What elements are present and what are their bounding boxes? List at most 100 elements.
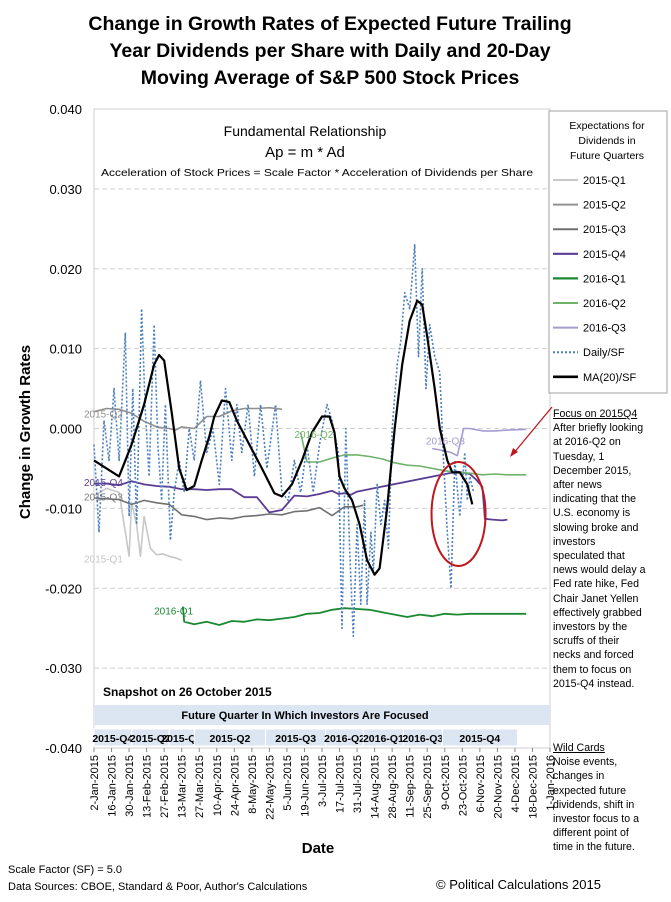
series-line-2016-q2 (299, 432, 527, 476)
chart-title: Change in Growth Rates of Expected Futur… (88, 13, 571, 89)
focus-note-line: 2015-Q4 instead. (553, 677, 635, 690)
legend-label: 2015-Q2 (583, 200, 626, 212)
x-tick-label: 6-Nov-2015 (475, 755, 487, 812)
focus-note-line: scruffs of their (553, 635, 620, 648)
quarter-segment (441, 728, 518, 747)
y-axis-label: Change in Growth Rates (17, 345, 34, 519)
highlight-ellipse (430, 460, 487, 567)
focus-note-line: Chair Janet Yellen (553, 592, 639, 605)
legend-title-line-2: Dividends in (578, 135, 635, 147)
wild-cards-line: time in the future. (553, 841, 635, 854)
series-inline-label: 2016-Q2 (294, 430, 333, 441)
x-tick-label: 13-Feb-2015 (142, 755, 154, 818)
series-inline-label: 2015-Q1 (84, 555, 123, 566)
y-tick-label: 0.030 (49, 182, 82, 197)
series-line-2015-q4 (94, 470, 508, 522)
wild-cards-line: dividends, shift in (553, 798, 635, 811)
y-tick-label: 0.010 (49, 342, 82, 357)
x-tick-label: 27-Feb-2015 (159, 755, 171, 818)
x-tick-label: 9-Oct-2015 (440, 755, 452, 810)
y-tick-label: 0.020 (49, 262, 82, 277)
x-axis-label: Date (302, 840, 335, 857)
x-tick-label: 25-Sep-2015 (422, 755, 434, 819)
chart-title-line-2: Year Dividends per Share with Daily and … (109, 40, 550, 62)
series-inline-label: 2015-Q3 (84, 492, 123, 503)
annotation-title: Fundamental Relationship (224, 123, 387, 139)
x-tick-label: 24-Apr-2015 (229, 755, 241, 816)
x-tick-label: 22-May-2015 (264, 755, 276, 820)
wild-cards-line: investor focus to a (553, 813, 639, 826)
x-tick-label: 20-Nov-2015 (492, 755, 504, 819)
legend: Expectations for Dividends in Future Qua… (548, 110, 668, 394)
series-inline-label: 2016-Q3 (426, 436, 465, 447)
quarter-segment-label: 2016-Q1 (363, 733, 404, 745)
x-tick-label: 19-Jun-2015 (299, 755, 311, 817)
legend-label: MA(20)/SF (583, 372, 636, 384)
wild-cards-note: Wild Cards Noise events, changes in expect… (553, 741, 667, 855)
legend-label: 2016-Q1 (583, 273, 626, 285)
focus-note-line: investors by the (553, 621, 628, 634)
legend-label: 2016-Q2 (583, 298, 626, 310)
legend-box (548, 110, 668, 394)
x-tick-label: 10-Apr-2015 (212, 755, 224, 816)
x-tick-label: 30-Jan-2015 (124, 755, 136, 817)
focus-note-line: indicating that the (553, 493, 637, 506)
chart-title-line-1: Change in Growth Rates of Expected Futur… (88, 13, 571, 35)
legend-label: 2015-Q4 (583, 249, 626, 261)
y-tick-label: -0.040 (45, 741, 82, 756)
quarter-segment-label: 2015-Q3 (275, 733, 316, 745)
x-tick-label: 5-Jun-2015 (282, 755, 294, 811)
legend-title-line-1: Expectations for (569, 120, 645, 132)
quarter-segment-label: 2015-Q2 (209, 733, 250, 745)
focus-note-line: Tuesday, 1 (553, 450, 605, 463)
quarter-segment-label: 2016-Q2 (324, 733, 365, 745)
y-tick-label: -0.010 (45, 501, 82, 516)
annotation-text: Acceleration of Stock Prices = Scale Fac… (101, 167, 533, 179)
y-tick-label: -0.030 (45, 661, 82, 676)
focus-note-line: slowing broke and (553, 521, 639, 534)
quarter-band: Future Quarter In Which Investors Are Fo… (92, 705, 550, 747)
series-inline-label: 2015-Q4 (84, 478, 123, 489)
copyright-note: © Political Calculations 2015 (436, 877, 601, 892)
highlight-arrowhead (510, 448, 518, 457)
legend-items: 2015-Q1 2015-Q2 2015-Q3 2015-Q4 2016-Q1 2016-… (553, 175, 636, 384)
series-layer (93, 244, 527, 638)
x-tick-label: 4-Dec-2015 (510, 755, 522, 812)
scale-factor-note: Scale Factor (SF) = 5.0 (8, 864, 123, 876)
quarter-band-header (95, 705, 550, 725)
legend-label: 2015-Q1 (583, 175, 626, 187)
x-tick-label: 14-Aug-2015 (370, 755, 382, 819)
focus-note-heading: Focus on 2015Q4 (553, 408, 638, 420)
inline-labels: 2015-Q2 2015-Q4 2015-Q3 2015-Q1 2016-Q2 2016-… (84, 409, 465, 617)
focus-note-line: necks and forced (553, 649, 634, 662)
focus-note-body: After briefly looking at 2016-Q2 on Tuesda… (553, 421, 667, 691)
x-axis-ticks: 2-Jan-2015 16-Jan-2015 30-Jan-2015 13-Feb-2… (89, 748, 557, 820)
wild-cards-line: changes in (553, 770, 605, 783)
series-line-2016-q3 (432, 427, 527, 457)
x-tick-label: 23-Oct-2015 (457, 755, 469, 816)
x-tick-label: 2-Jan-2015 (89, 755, 101, 811)
focus-note-line: After briefly looking (553, 422, 644, 435)
series-line-2016-q1 (182, 606, 527, 626)
y-tick-label: 0.040 (49, 102, 82, 117)
fundamental-relationship: Fundamental Relationship Ap = m * Ad Acc… (101, 123, 533, 179)
quarter-band-title: Future Quarter In Which Investors Are Fo… (181, 710, 428, 722)
focus-note-line: U.S. economy is (553, 507, 631, 520)
wild-cards-line: different point of (553, 827, 629, 840)
legend-title-line-3: Future Quarters (570, 150, 644, 162)
focus-note-line: effectively grabbed (553, 606, 642, 619)
x-tick-label: 28-Aug-2015 (387, 755, 399, 819)
snapshot-bg (96, 682, 296, 702)
legend-label: 2015-Q3 (583, 224, 626, 236)
x-tick-label: 11-Sep-2015 (405, 755, 417, 818)
x-tick-label: 1-Jan-2016 (545, 755, 557, 811)
quarter-segment-label: 2015-Q4 (459, 733, 500, 745)
focus-note-line: speculated that (553, 550, 625, 563)
y-tick-label: 0.000 (49, 422, 82, 437)
wild-cards-heading: Wild Cards (553, 742, 605, 754)
snapshot-label: Snapshot on 26 October 2015 (103, 685, 272, 699)
quarter-segment-label: 2015-Q2 (130, 733, 171, 745)
wild-cards-body: Noise events, changes in expected future di… (553, 755, 667, 854)
